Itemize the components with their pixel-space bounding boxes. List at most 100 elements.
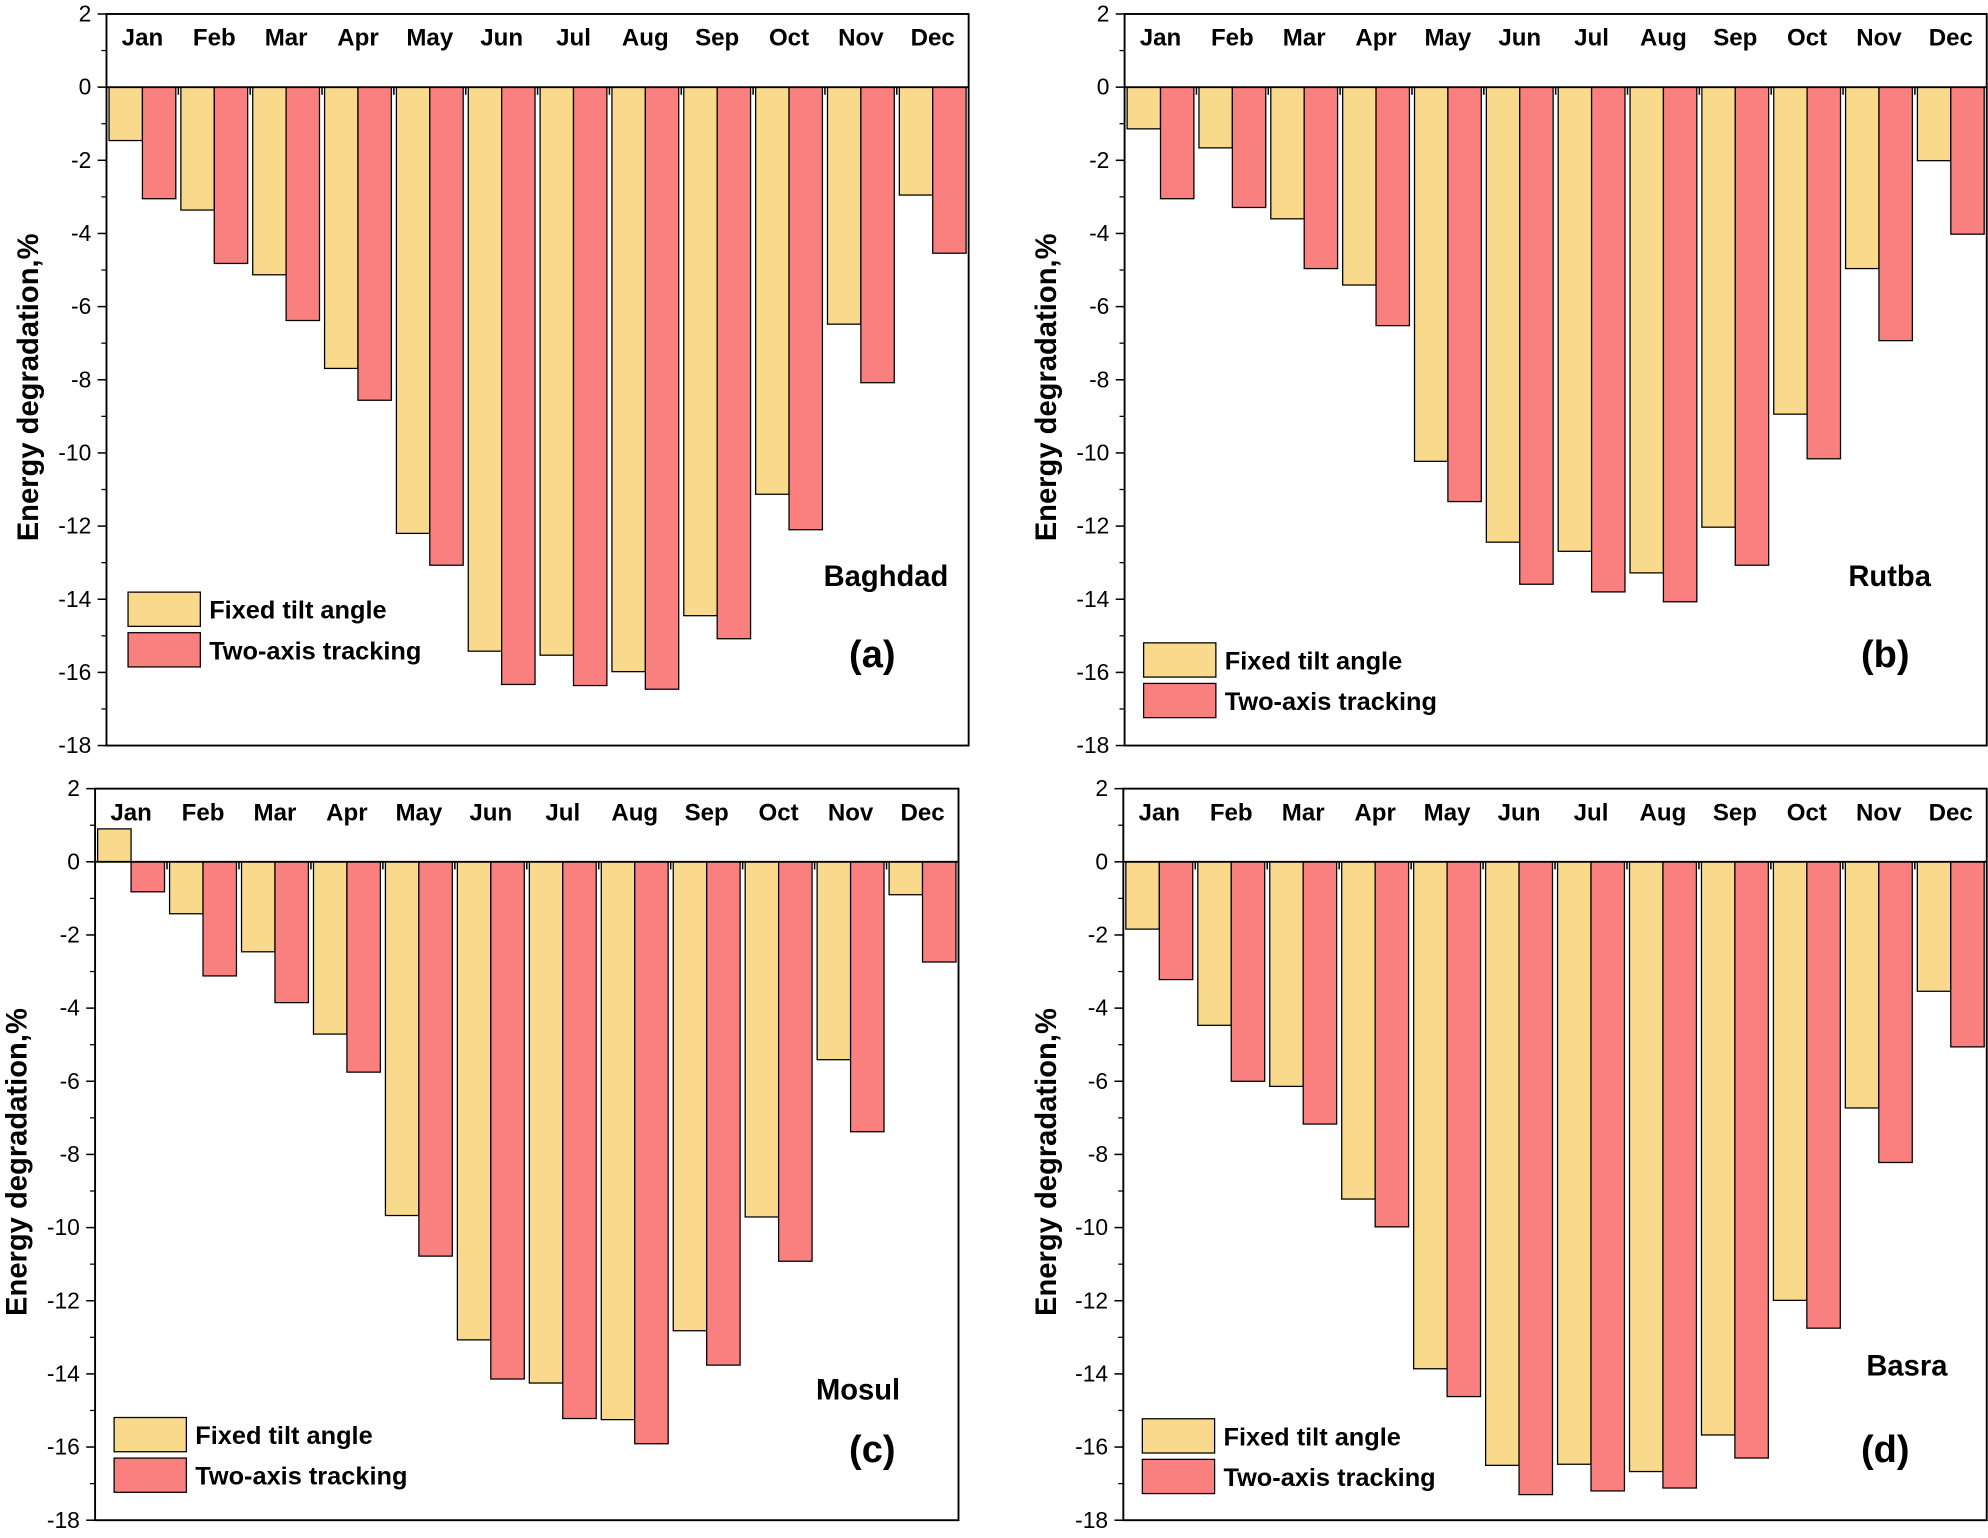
month-label: Feb — [1211, 25, 1254, 52]
y-tick-label: 2 — [1097, 1, 1110, 27]
bar-two-axis-mar — [285, 86, 321, 322]
bar-fixed-apr — [312, 861, 348, 1035]
legend-label: Two-axis tracking — [195, 1463, 407, 1491]
month-label: Dec — [900, 799, 944, 826]
bar-fixed-jul — [539, 86, 575, 656]
bar-fixed-apr — [1342, 86, 1377, 286]
y-tick-label: -14 — [58, 586, 91, 612]
month-label: Apr — [1355, 25, 1396, 52]
month-label: Sep — [1713, 799, 1757, 826]
bar-two-axis-apr — [346, 861, 381, 1073]
bar-fixed-dec — [1916, 86, 1952, 162]
bar-two-axis-jul — [572, 86, 608, 687]
legend-label: Fixed tilt angle — [1223, 1423, 1400, 1451]
panel-label: (a) — [849, 634, 895, 676]
y-tick-label: -12 — [1076, 513, 1109, 539]
bar-fixed-jun — [456, 861, 492, 1341]
bar-two-axis-mar — [1302, 861, 1338, 1125]
y-tick-label: -18 — [58, 732, 91, 758]
bar-two-axis-nov — [1878, 86, 1913, 342]
month-label: Aug — [1640, 799, 1687, 826]
month-label: Nov — [1856, 799, 1902, 826]
y-tick-label: -14 — [47, 1361, 80, 1387]
bar-fixed-sep — [683, 86, 718, 617]
bar-two-axis-feb — [213, 86, 249, 265]
month-label: Sep — [685, 799, 729, 826]
month-label: Jun — [1498, 25, 1541, 52]
legend-swatch-two-axis — [1142, 682, 1217, 719]
month-label: Dec — [911, 25, 955, 52]
bar-two-axis-aug — [1662, 86, 1698, 603]
bar-fixed-feb — [1198, 86, 1233, 149]
bar-fixed-sep — [1701, 86, 1736, 528]
legend-label: Fixed tilt angle — [195, 1422, 372, 1450]
y-tick-label: -8 — [1088, 1141, 1108, 1167]
month-label: Jul — [1574, 799, 1609, 826]
bar-fixed-aug — [1629, 86, 1665, 574]
panel-d: Jan Feb Mar Apr May Jun Jul Aug Sep Oct Nov Dec 2 0 -2… — [1031, 775, 1988, 1533]
y-tick-label: -2 — [1088, 922, 1108, 948]
bar-fixed-nov — [816, 861, 852, 1061]
bar-two-axis-dec — [1950, 861, 1985, 1048]
y-tick-label: -12 — [47, 1287, 80, 1313]
bar-two-axis-dec — [921, 861, 957, 963]
bar-two-axis-apr — [1375, 86, 1411, 327]
bar-two-axis-feb — [202, 861, 238, 977]
y-tick-label: -8 — [60, 1141, 80, 1167]
bar-fixed-aug — [600, 861, 636, 1421]
month-label: Oct — [769, 25, 809, 52]
month-label: Apr — [337, 25, 378, 52]
bar-fixed-aug — [611, 86, 646, 673]
month-label: Oct — [1787, 25, 1827, 52]
month-label: Aug — [1640, 25, 1687, 52]
y-tick-label: -10 — [47, 1214, 80, 1240]
bar-fixed-oct — [1773, 86, 1808, 415]
bar-fixed-mar — [1270, 86, 1305, 220]
city-label: Baghdad — [824, 561, 949, 593]
month-label: Nov — [1856, 25, 1902, 52]
bar-fixed-feb — [1197, 861, 1232, 1026]
y-axis-label: Energy degradation,% — [1031, 1008, 1063, 1316]
y-tick-label: -18 — [1076, 732, 1109, 758]
y-axis-label: Energy degradation,% — [13, 233, 45, 541]
month-label: Feb — [193, 25, 236, 52]
month-label: Aug — [622, 25, 669, 52]
month-label: Oct — [759, 799, 799, 826]
bar-two-axis-dec — [932, 86, 967, 254]
y-tick-label: 2 — [79, 1, 92, 27]
bar-fixed-nov — [1844, 86, 1880, 270]
month-label: Jun — [480, 25, 523, 52]
bar-fixed-may — [1413, 861, 1448, 1370]
y-tick-label: -8 — [71, 366, 91, 392]
y-axis-label: Energy degradation,% — [2, 1008, 34, 1316]
y-tick-label: 2 — [1095, 775, 1108, 801]
bar-fixed-dec — [898, 86, 934, 196]
month-label: May — [395, 799, 442, 826]
y-tick-label: 2 — [67, 775, 80, 801]
bar-fixed-jan — [96, 828, 132, 863]
month-label: Jun — [469, 799, 512, 826]
y-tick-label: -4 — [71, 220, 92, 246]
y-tick-label: -10 — [1075, 1214, 1108, 1240]
month-label: Jul — [1574, 25, 1609, 52]
bar-fixed-dec — [888, 861, 924, 896]
y-tick-label: -16 — [47, 1434, 80, 1460]
panel-label: (d) — [1861, 1429, 1910, 1471]
legend-label: Fixed tilt angle — [209, 597, 386, 625]
bar-fixed-nov — [826, 86, 862, 325]
month-label: Feb — [182, 799, 225, 826]
legend-swatch-fixed — [1142, 642, 1217, 678]
month-label: Apr — [1354, 799, 1395, 826]
bar-two-axis-jan — [141, 86, 177, 200]
y-tick-label: -10 — [1076, 440, 1109, 466]
bar-two-axis-jan — [130, 861, 166, 893]
bar-two-axis-may — [1446, 861, 1482, 1398]
bar-two-axis-nov — [860, 86, 895, 384]
bar-two-axis-oct — [1806, 86, 1842, 460]
bar-two-axis-sep — [1734, 861, 1769, 1459]
y-tick-label: -2 — [1089, 147, 1109, 173]
bar-fixed-mar — [252, 86, 287, 276]
bar-two-axis-jan — [1159, 86, 1195, 200]
month-label: May — [1424, 25, 1471, 52]
